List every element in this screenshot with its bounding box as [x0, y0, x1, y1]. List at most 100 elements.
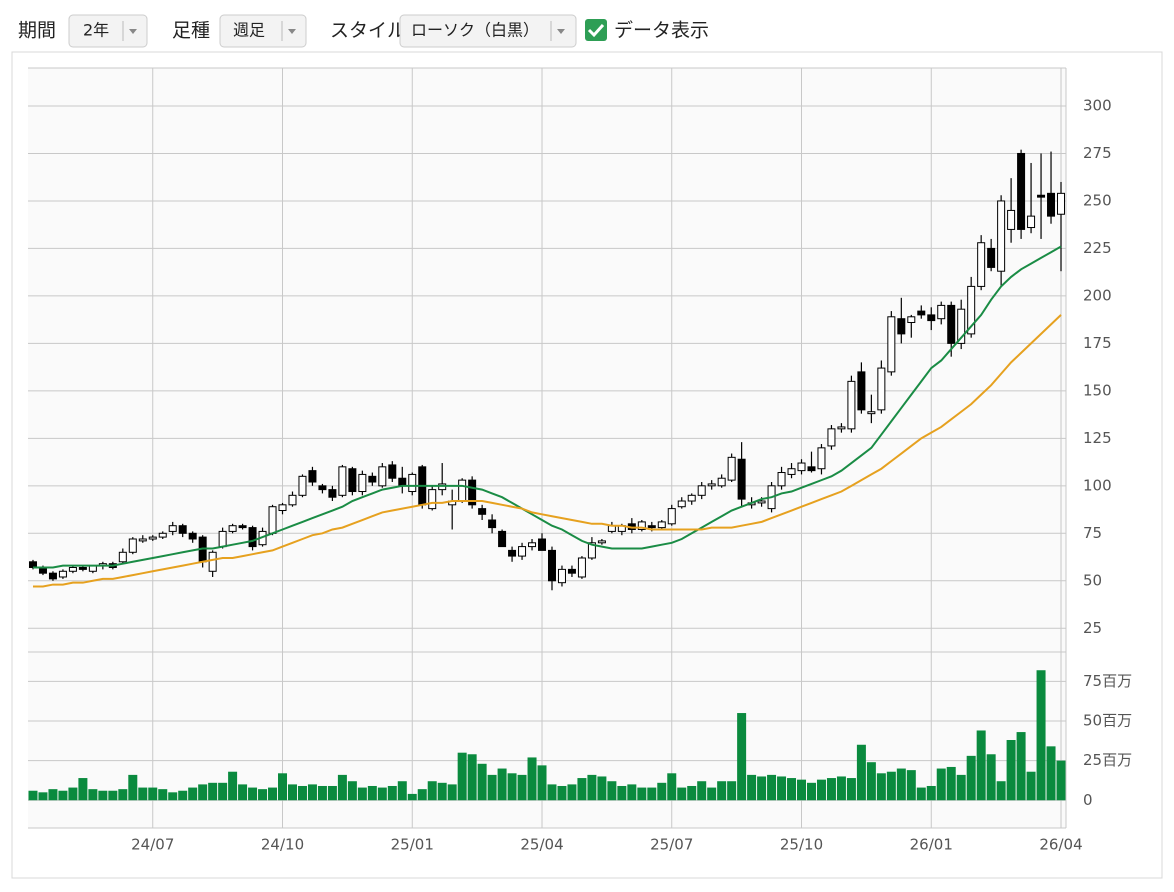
- volume-bar: [996, 781, 1006, 801]
- candle-body: [48, 572, 57, 580]
- volume-bar: [1016, 732, 1026, 801]
- candle-body: [408, 473, 417, 493]
- volume-bar: [317, 785, 327, 801]
- volume-bar: [357, 787, 367, 801]
- bar-type-box[interactable]: [219, 14, 307, 48]
- candle-body: [817, 447, 826, 470]
- style-select[interactable]: ローソク（白黒）: [399, 14, 577, 48]
- y-tick-label: 75百万: [1083, 672, 1132, 690]
- period-box[interactable]: [68, 14, 148, 48]
- candle-body: [557, 568, 566, 584]
- volume-bar: [966, 755, 976, 801]
- candle-body: [897, 318, 906, 335]
- candle-body: [947, 304, 956, 344]
- volume-bar: [297, 785, 307, 801]
- volume-bar: [447, 784, 457, 801]
- x-tick-label: 26/04: [1039, 836, 1082, 854]
- volume-bar: [597, 776, 607, 801]
- volume-bar: [98, 790, 108, 801]
- y-tick-label: 50: [1083, 571, 1102, 589]
- x-tick-label: 25/07: [650, 836, 693, 854]
- candle-body: [957, 308, 966, 344]
- volume-bar: [387, 785, 397, 801]
- candle-body: [847, 380, 856, 430]
- y-tick-label: 75: [1083, 524, 1102, 542]
- y-tick-label: 150: [1083, 381, 1112, 399]
- candle-body: [797, 462, 806, 472]
- y-tick-label: 50百万: [1083, 711, 1132, 729]
- candle-body: [478, 508, 487, 515]
- period-select[interactable]: 2年: [68, 14, 148, 48]
- candle-body: [118, 551, 127, 563]
- volume-bar: [417, 789, 427, 801]
- style-value[interactable]: ローソク（白黒）: [411, 21, 539, 40]
- candle-body: [547, 549, 556, 582]
- candle-body: [78, 566, 87, 570]
- candle-body: [967, 285, 976, 335]
- volume-bar: [946, 766, 956, 801]
- candle-body: [577, 557, 586, 578]
- volume-bar: [128, 774, 138, 801]
- volume-bar: [88, 789, 98, 801]
- candle-body: [677, 500, 686, 508]
- x-tick-label: 25/10: [780, 836, 823, 854]
- plot-area: [28, 68, 1066, 828]
- show-data-label[interactable]: データ表示: [614, 20, 709, 42]
- volume-bar: [737, 713, 747, 801]
- volume-bar: [956, 774, 966, 801]
- period-label: 期間: [18, 20, 56, 42]
- candle-body: [987, 247, 996, 268]
- volume-bar: [836, 776, 846, 801]
- candle-body: [837, 426, 846, 430]
- volume-bar: [148, 787, 158, 801]
- y-tick-label: 250: [1083, 191, 1112, 209]
- candle-body: [138, 538, 147, 542]
- volume-bar: [577, 778, 587, 801]
- volume-bar: [347, 781, 357, 801]
- candle-body: [877, 367, 886, 411]
- bar-type-value[interactable]: 週足: [233, 21, 265, 40]
- candle-body: [488, 519, 497, 529]
- volume-bar: [108, 790, 118, 801]
- volume-bar: [228, 771, 238, 801]
- candle-body: [777, 472, 786, 487]
- style-box[interactable]: [399, 14, 577, 48]
- volume-bar: [856, 744, 866, 801]
- volume-bar: [936, 768, 946, 801]
- x-tick-label: 26/01: [910, 836, 953, 854]
- bar-type-select[interactable]: 週足: [219, 14, 307, 48]
- candle-body: [518, 546, 527, 557]
- volume-bar: [557, 785, 567, 801]
- candle-body: [128, 538, 137, 553]
- volume-bar: [208, 782, 218, 801]
- period-value[interactable]: 2年: [83, 21, 109, 40]
- moving-average-line: [32, 314, 1062, 588]
- volume-bar: [517, 774, 527, 801]
- volume-bar: [467, 754, 477, 801]
- checkbox[interactable]: [585, 19, 607, 41]
- volume-bar: [287, 784, 297, 801]
- candle-body: [787, 468, 796, 475]
- volume-bar: [457, 752, 467, 801]
- volume-bar: [846, 778, 856, 801]
- y-tick-label: 25: [1083, 619, 1102, 637]
- volume-bar: [1036, 670, 1046, 801]
- x-tick-label: 25/01: [391, 836, 434, 854]
- volume-bar: [507, 773, 517, 801]
- volume-bar: [158, 789, 168, 801]
- x-tick-label: 24/07: [131, 836, 174, 854]
- candle-body: [937, 304, 946, 320]
- volume-bar: [976, 730, 986, 801]
- volume-bar: [547, 784, 557, 801]
- volume-bar: [527, 757, 537, 801]
- candle-body: [68, 566, 77, 572]
- candle-body: [378, 466, 387, 487]
- volume-bar: [68, 787, 78, 801]
- volume-bar: [916, 787, 926, 801]
- volume-bar: [337, 774, 347, 801]
- candle-body: [667, 508, 676, 525]
- volume-bar: [637, 787, 647, 801]
- volume-bar: [876, 773, 886, 801]
- show-data-checkbox[interactable]: データ表示: [585, 19, 709, 42]
- bar-type-label: 足種: [172, 20, 210, 42]
